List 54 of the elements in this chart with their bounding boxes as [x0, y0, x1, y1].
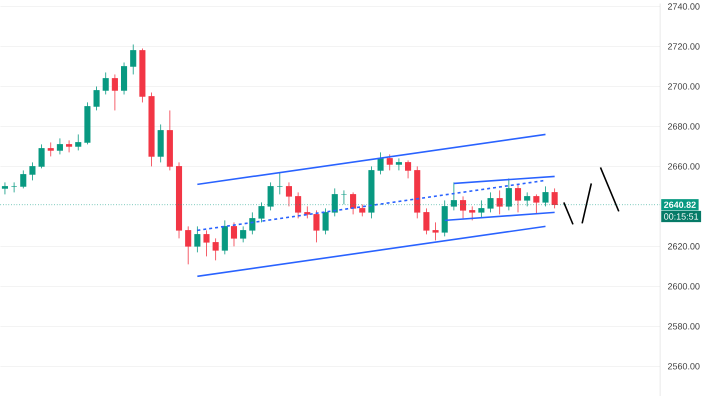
candlestick [94, 86, 100, 111]
candlestick [405, 160, 412, 179]
candlestick [11, 182, 18, 193]
candlestick [378, 152, 384, 175]
candlestick [313, 210, 320, 243]
candlestick [432, 222, 439, 241]
candlestick [460, 196, 466, 219]
candlestick [514, 184, 522, 213]
candlestick [304, 206, 310, 219]
candlestick [56, 138, 63, 155]
text: 00:15:51 [664, 213, 698, 220]
candlestick [130, 44, 136, 75]
candlestick [66, 140, 72, 153]
candlestick [469, 206, 476, 221]
candlestick [212, 238, 219, 261]
candlestick [276, 172, 283, 195]
candlestick [240, 226, 246, 243]
candlestick [552, 188, 558, 209]
candlestick [222, 220, 228, 255]
y-tick-label: 2600.00 [668, 282, 700, 290]
y-tick-label: 2720.00 [668, 43, 700, 50]
candlestick [203, 230, 210, 257]
candlestick [112, 74, 118, 111]
candlestick [286, 182, 292, 207]
candlestick [75, 134, 82, 151]
candlestick [249, 212, 256, 235]
candlestick [20, 170, 26, 189]
candlestick [230, 222, 238, 247]
y-tick-label: 2700.00 [668, 83, 700, 90]
candlestick [386, 154, 393, 171]
candlestick [102, 72, 109, 95]
candlestick [340, 190, 347, 205]
y-tick-label: 2680.00 [668, 123, 700, 130]
y-tick-label: 2560.00 [668, 362, 700, 370]
candlestick [194, 226, 200, 253]
candlestick [48, 142, 54, 157]
candlestick [423, 208, 430, 235]
y-tick-label: 2620.00 [668, 242, 700, 250]
candlestick [121, 62, 128, 95]
candlestick [2, 182, 8, 195]
candlestick [533, 194, 540, 215]
y-tick-label: 2660.00 [668, 162, 700, 170]
candlestick [396, 158, 402, 171]
candlestick [29, 162, 36, 181]
candlestick [185, 226, 192, 265]
ref-line-label: 2640.82 [664, 201, 696, 208]
candlestick [322, 208, 329, 235]
candlestick [350, 192, 356, 215]
candlestick [38, 144, 45, 169]
candlestick [295, 192, 302, 219]
candlestick [359, 204, 366, 217]
candlestick [496, 190, 503, 215]
y-tick-label: 2580.00 [668, 322, 700, 330]
y-tick-label: 2740.00 [668, 3, 700, 10]
